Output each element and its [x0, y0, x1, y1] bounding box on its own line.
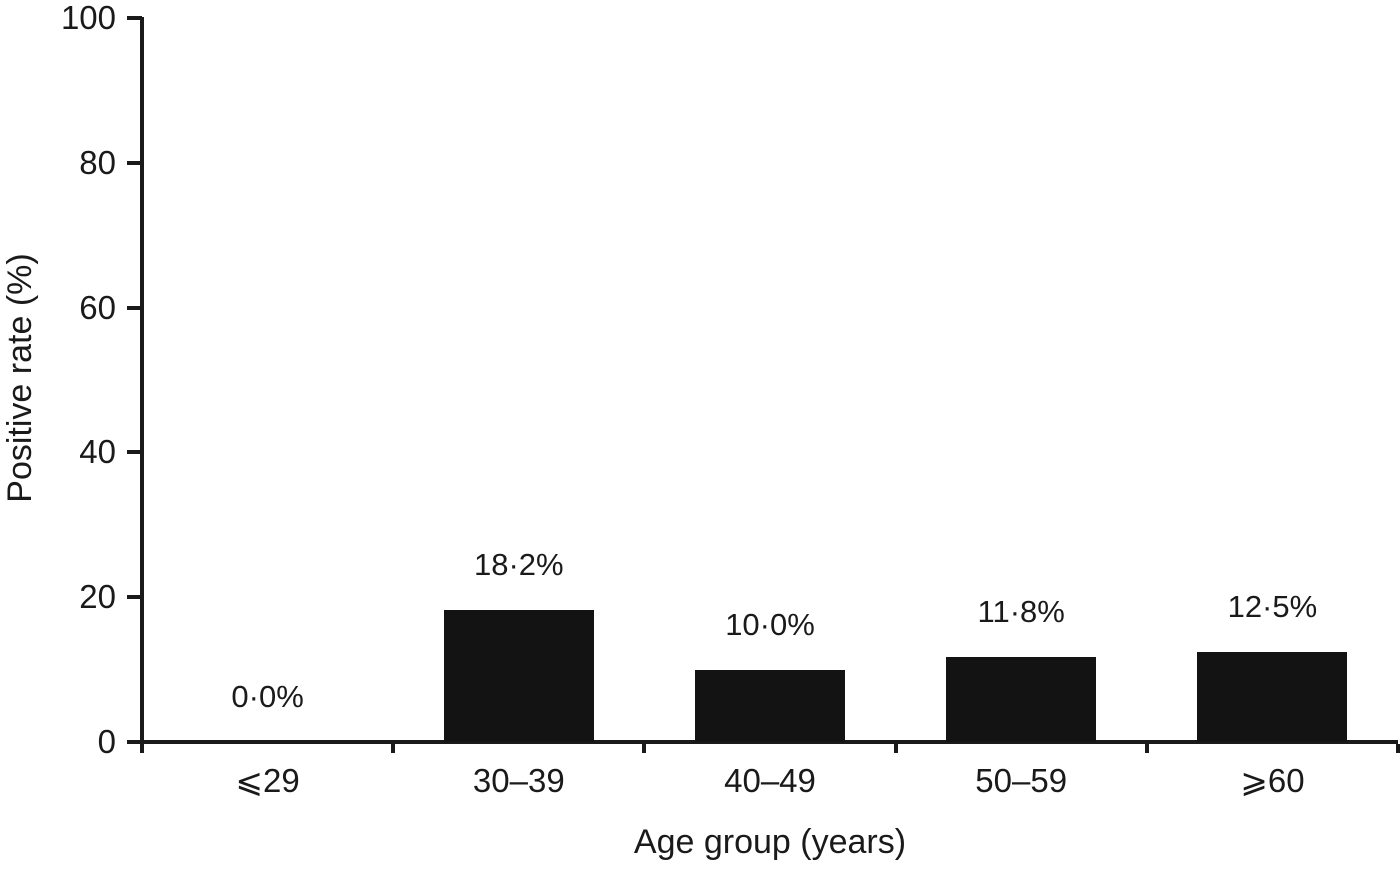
x-tick-label: 50–59	[975, 762, 1068, 799]
x-axis-tick	[1396, 744, 1400, 753]
bar	[946, 656, 1097, 742]
bar	[695, 669, 845, 742]
x-axis-title: Age group (years)	[633, 823, 907, 861]
y-axis-title: Positive rate (%)	[1, 253, 39, 503]
y-axis-tick	[127, 595, 142, 600]
y-axis-tick	[127, 450, 142, 455]
x-axis-tick	[1144, 744, 1149, 753]
x-axis-tick	[893, 744, 898, 753]
y-axis-tick	[127, 16, 142, 20]
y-tick-label: 80	[79, 143, 116, 181]
x-axis-tick	[140, 744, 144, 753]
y-tick-label: 20	[79, 578, 116, 616]
y-tick-label: 40	[79, 433, 116, 471]
bar	[443, 610, 594, 742]
x-tick-label: ⩽29	[235, 762, 300, 799]
bar-value-label: 11·8%	[977, 593, 1065, 629]
bar-value-label: 10·0%	[725, 606, 815, 642]
x-tick-label: 30–39	[472, 762, 565, 799]
y-axis-tick	[127, 305, 142, 310]
x-tick-label: ⩾60	[1240, 762, 1305, 799]
x-tick-label: 40–49	[724, 762, 816, 799]
x-axis-tick	[391, 744, 396, 753]
y-axis-tick	[127, 740, 142, 744]
bar-value-label: 18·2%	[473, 547, 564, 583]
bar-value-label: 12·5%	[1227, 588, 1318, 624]
x-axis-line	[140, 740, 1398, 744]
y-tick-label: 0	[97, 723, 116, 760]
y-axis-tick	[127, 160, 142, 165]
x-axis-tick	[642, 744, 647, 753]
bar-value-label: 0·0%	[231, 679, 304, 714]
bar	[1197, 651, 1348, 742]
y-axis-line	[140, 17, 144, 752]
y-tick-label: 100	[60, 0, 116, 36]
y-tick-label: 60	[79, 288, 116, 326]
